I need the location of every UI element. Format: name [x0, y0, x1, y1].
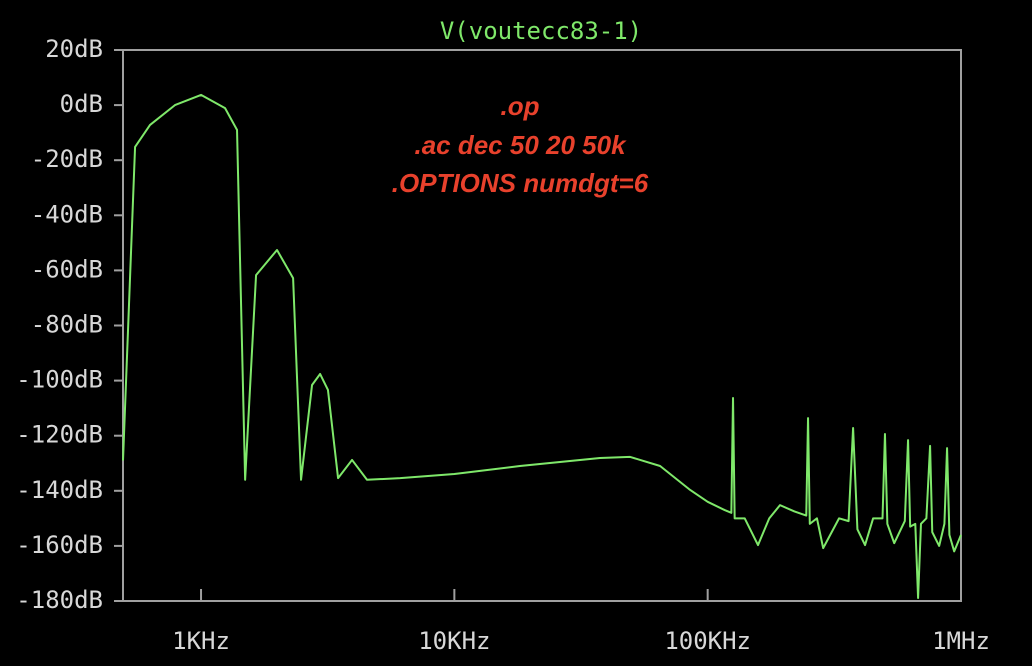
y-tick-label: -60dB: [31, 255, 103, 283]
chart-title: V(voutecc83-1): [440, 17, 642, 45]
trace: [122, 93, 962, 599]
y-tick-label: -20dB: [31, 145, 103, 173]
x-tick-label: 100KHz: [664, 627, 751, 655]
y-tick-label: 0dB: [60, 90, 103, 118]
y-tick-label: -140dB: [16, 476, 103, 504]
y-tick-label: -100dB: [16, 366, 103, 394]
y-tick-label: 20dB: [45, 35, 103, 63]
y-tick-label: -120dB: [16, 421, 103, 449]
y-tick-label: -40dB: [31, 200, 103, 228]
y-tick-label: -160dB: [16, 531, 103, 559]
annotation: .ac dec 50 20 50k: [414, 130, 627, 160]
x-tick-label: 1MHz: [932, 627, 990, 655]
annotation: .OPTIONS numdgt=6: [392, 168, 649, 198]
y-tick-label: -80dB: [31, 311, 103, 339]
annotation: .op: [501, 91, 540, 121]
x-tick-label: 1KHz: [172, 627, 230, 655]
y-tick-label: -180dB: [16, 586, 103, 614]
x-tick-label: 10KHz: [418, 627, 490, 655]
